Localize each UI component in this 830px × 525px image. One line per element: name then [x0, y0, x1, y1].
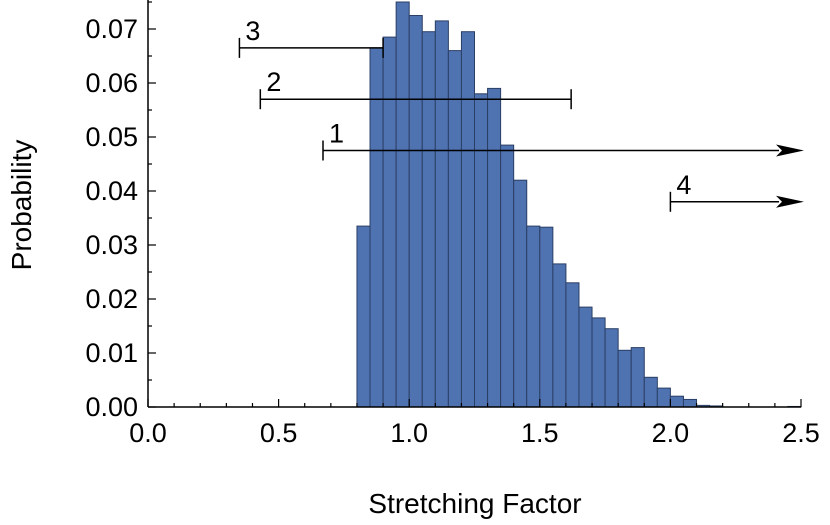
range-3-label: 3	[245, 16, 260, 46]
histogram-bar	[408, 15, 423, 408]
histogram-bar	[526, 225, 541, 408]
histogram-bar	[565, 282, 580, 408]
y-tick-label: 0.01	[85, 338, 138, 368]
y-tick-label: 0.06	[85, 68, 138, 98]
histogram-bar	[539, 226, 554, 408]
y-tick-label: 0.03	[85, 230, 138, 260]
histogram-bars	[356, 1, 802, 408]
x-tick-label: 2.0	[652, 418, 690, 448]
range-1-arrowhead	[776, 144, 804, 157]
x-tick-label: 1.0	[390, 418, 428, 448]
histogram-bar	[513, 179, 528, 408]
histogram-bar	[447, 50, 462, 408]
histogram-bar	[369, 47, 384, 408]
histogram-bar	[421, 31, 436, 408]
histogram-bar	[643, 376, 658, 408]
histogram-bar	[630, 347, 645, 408]
x-tick-label: 2.5	[782, 418, 820, 448]
histogram-bar	[395, 1, 410, 408]
histogram-bar	[474, 93, 489, 408]
range-4-label: 4	[676, 170, 691, 200]
range-4-arrowhead	[776, 195, 804, 208]
histogram-bar	[682, 398, 698, 408]
x-tick-label: 0.0	[129, 418, 167, 448]
x-tick-label: 1.5	[521, 418, 559, 448]
histogram-bar	[617, 349, 632, 408]
histogram-bar	[591, 317, 606, 408]
histogram-bar	[434, 20, 449, 408]
histogram-bar	[656, 387, 671, 408]
histogram-bar	[669, 395, 684, 408]
range-2-label: 2	[266, 67, 281, 97]
axes: 0.0 0.5 1.0 1.5 2.0 2.5 0.00 0.01 0.02 0.03 0.04 0.…	[85, 0, 820, 448]
y-tick-label: 0.00	[85, 392, 138, 422]
x-tick-label: 0.5	[260, 418, 298, 448]
range-markers: 32 1 4	[238, 16, 804, 212]
y-tick-label: 0.07	[85, 14, 138, 44]
y-tick-label: 0.02	[85, 284, 138, 314]
range-1-label: 1	[329, 119, 344, 149]
y-tick-label: 0.05	[85, 122, 138, 152]
histogram-bar	[604, 328, 619, 408]
histogram-bar	[356, 225, 371, 408]
histogram-bar	[552, 263, 567, 408]
histogram-bar	[460, 31, 476, 408]
y-axis-title: Probability	[6, 140, 37, 271]
histogram-bar	[382, 36, 397, 408]
histogram-bar	[500, 144, 515, 408]
y-tick-label: 0.04	[85, 176, 138, 206]
histogram-bar	[578, 306, 593, 408]
histogram-bar	[487, 87, 502, 408]
x-axis-title: Stretching Factor	[368, 488, 581, 519]
